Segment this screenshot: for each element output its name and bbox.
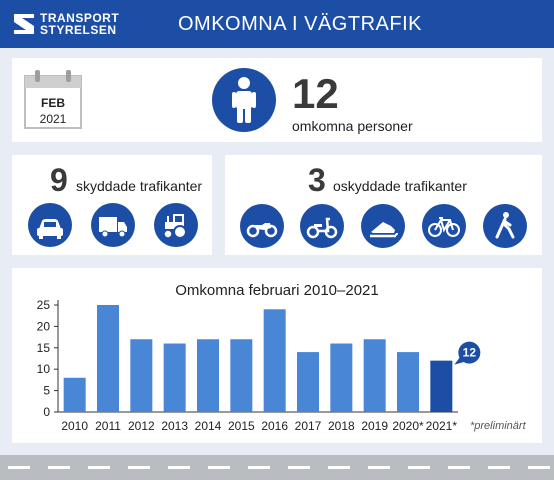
y-tick-label: 10 bbox=[37, 362, 51, 376]
calendar-year: 2021 bbox=[39, 112, 67, 126]
road-dash bbox=[8, 466, 30, 469]
road-dash bbox=[368, 466, 390, 469]
bicycle-icon bbox=[422, 204, 466, 248]
bar bbox=[397, 352, 419, 412]
calendar-icon: FEB 2021 bbox=[24, 70, 82, 130]
chart-footnote: *preliminärt bbox=[470, 420, 526, 432]
bar bbox=[330, 343, 353, 412]
logo-text-line1: TRANSPORT bbox=[40, 11, 120, 25]
road-dash bbox=[328, 466, 350, 469]
highlight-bubble bbox=[458, 341, 481, 364]
y-tick-label: 20 bbox=[37, 319, 51, 333]
summary-card bbox=[12, 58, 542, 142]
logo-mark-icon bbox=[14, 14, 34, 34]
x-tick-label: 2012 bbox=[128, 419, 155, 433]
x-tick-label: 2018 bbox=[328, 419, 355, 433]
bar bbox=[297, 352, 319, 412]
total-count: 12 bbox=[292, 70, 339, 117]
road-dash bbox=[88, 466, 110, 469]
bar bbox=[263, 309, 286, 412]
x-tick-label: 2010 bbox=[61, 419, 88, 433]
header-bar: TRANSPORT STYRELSEN OMKOMNA I VÄGTRAFIK bbox=[0, 0, 554, 48]
unprotected-count: 3 bbox=[308, 162, 326, 198]
road-dash bbox=[448, 466, 470, 469]
bar bbox=[197, 339, 219, 412]
road-dash bbox=[208, 466, 230, 469]
x-tick-label: 2013 bbox=[161, 419, 188, 433]
bar bbox=[363, 339, 386, 412]
car-icon bbox=[28, 203, 72, 247]
x-tick-label: 2014 bbox=[195, 419, 222, 433]
pedestrian-icon bbox=[483, 204, 527, 248]
road-dash bbox=[168, 466, 190, 469]
road-dash bbox=[408, 466, 430, 469]
chart-title: Omkomna februari 2010–2021 bbox=[175, 282, 379, 299]
x-tick-label: 2019 bbox=[361, 419, 388, 433]
road-dash bbox=[128, 466, 150, 469]
y-tick-label: 0 bbox=[43, 405, 50, 419]
road-dash bbox=[528, 466, 550, 469]
page-title: OMKOMNA I VÄGTRAFIK bbox=[178, 13, 422, 35]
bar bbox=[430, 360, 453, 412]
protected-label: skyddade trafikanter bbox=[76, 178, 203, 194]
y-tick-label: 5 bbox=[43, 384, 50, 398]
calendar-month: FEB bbox=[41, 96, 65, 110]
bar bbox=[230, 339, 253, 412]
x-tick-label: 2011 bbox=[95, 419, 121, 433]
tractor-icon bbox=[154, 203, 198, 247]
road-dash bbox=[248, 466, 270, 469]
snowmobile-icon bbox=[361, 204, 405, 248]
logo-text-line2: STYRELSEN bbox=[40, 23, 117, 37]
bar bbox=[163, 343, 186, 412]
x-tick-label: 2015 bbox=[228, 419, 255, 433]
road-dash bbox=[48, 466, 70, 469]
bar bbox=[63, 377, 86, 412]
protected-count: 9 bbox=[50, 162, 68, 198]
y-tick-label: 15 bbox=[37, 341, 51, 355]
transportstyrelsen-logo: TRANSPORT STYRELSEN bbox=[14, 12, 134, 38]
x-tick-label: 2021* bbox=[426, 419, 458, 433]
highlight-value-label: 12 bbox=[463, 346, 477, 360]
highlight-bubble-tail bbox=[454, 356, 466, 365]
x-tick-label: 2016 bbox=[261, 419, 288, 433]
y-tick-label: 25 bbox=[37, 298, 51, 312]
moped-icon bbox=[300, 204, 344, 248]
x-tick-label: 2020* bbox=[392, 419, 424, 433]
bar bbox=[97, 305, 119, 412]
road-dash bbox=[288, 466, 310, 469]
unprotected-label: oskyddade trafikanter bbox=[333, 178, 467, 194]
x-tick-label: 2017 bbox=[295, 419, 322, 433]
road-dash bbox=[488, 466, 510, 469]
bar bbox=[130, 339, 153, 412]
road-decoration bbox=[0, 455, 554, 480]
person-icon bbox=[212, 68, 276, 132]
total-label: omkomna personer bbox=[292, 118, 413, 134]
truck-icon bbox=[91, 203, 135, 247]
motorcycle-icon bbox=[240, 204, 284, 248]
